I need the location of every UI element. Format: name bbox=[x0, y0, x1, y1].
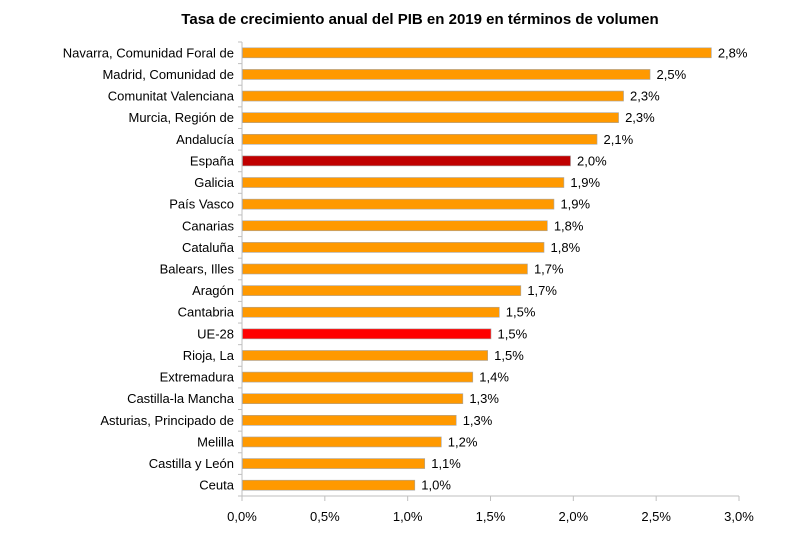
bar bbox=[242, 436, 442, 448]
data-label: 1,9% bbox=[570, 175, 600, 190]
bar bbox=[242, 458, 426, 469]
category-label: Canarias bbox=[182, 218, 235, 233]
category-label: Balears, Illes bbox=[160, 262, 235, 277]
bar bbox=[242, 90, 624, 102]
data-label: 1,3% bbox=[469, 391, 499, 406]
category-label: País Vasco bbox=[169, 197, 234, 212]
x-tick-label: 1,5% bbox=[476, 509, 506, 524]
category-label: Galicia bbox=[194, 175, 235, 190]
category-label: Castilla y León bbox=[149, 456, 234, 471]
data-label: 2,3% bbox=[630, 89, 660, 104]
data-label: 1,7% bbox=[527, 283, 557, 298]
bar bbox=[242, 47, 712, 59]
bar bbox=[242, 306, 500, 318]
data-label: 2,8% bbox=[718, 45, 748, 60]
category-label: Aragón bbox=[192, 283, 234, 298]
x-tick-label: 1,0% bbox=[393, 509, 423, 524]
bar bbox=[242, 285, 522, 296]
category-label: Murcia, Región de bbox=[129, 110, 235, 125]
x-tick-label: 0,0% bbox=[227, 509, 257, 524]
data-label: 1,3% bbox=[463, 413, 493, 428]
data-label: 2,0% bbox=[577, 153, 607, 168]
category-label: Comunitat Valenciana bbox=[108, 89, 235, 104]
data-label: 1,5% bbox=[506, 305, 536, 320]
bar bbox=[242, 479, 416, 491]
bar bbox=[242, 328, 492, 340]
x-tick-label: 2,0% bbox=[559, 509, 589, 524]
x-tick-label: 3,0% bbox=[724, 509, 754, 524]
x-tick-label: 2,5% bbox=[641, 509, 671, 524]
bar bbox=[242, 371, 474, 383]
data-label: 1,2% bbox=[448, 434, 478, 449]
bar bbox=[242, 242, 545, 253]
bar bbox=[242, 112, 619, 123]
bar bbox=[242, 69, 651, 80]
category-label: Andalucía bbox=[176, 132, 235, 147]
bar bbox=[242, 350, 488, 361]
category-label: Navarra, Comunidad Foral de bbox=[63, 45, 234, 60]
data-label: 1,5% bbox=[498, 326, 528, 341]
data-label: 1,8% bbox=[551, 240, 581, 255]
category-label: España bbox=[190, 153, 235, 168]
category-label: Asturias, Principado de bbox=[100, 413, 234, 428]
data-label: 1,8% bbox=[554, 218, 584, 233]
data-label: 1,4% bbox=[479, 370, 509, 385]
data-label: 1,5% bbox=[494, 348, 524, 363]
data-label: 1,0% bbox=[421, 478, 451, 493]
bar bbox=[242, 177, 565, 188]
category-label: Melilla bbox=[197, 434, 235, 449]
bar bbox=[242, 198, 555, 210]
bar bbox=[242, 155, 571, 167]
data-label: 1,1% bbox=[431, 456, 461, 471]
bar bbox=[242, 263, 528, 275]
category-label: Rioja, La bbox=[183, 348, 235, 363]
data-label: 2,3% bbox=[625, 110, 655, 125]
data-label: 2,1% bbox=[604, 132, 634, 147]
bar bbox=[242, 415, 457, 426]
category-label: Cataluña bbox=[182, 240, 235, 255]
category-label: Madrid, Comunidad de bbox=[102, 67, 234, 82]
chart-title: Tasa de crecimiento anual del PIB en 201… bbox=[181, 11, 658, 28]
x-tick-label: 0,5% bbox=[310, 509, 340, 524]
data-label: 1,7% bbox=[534, 262, 564, 277]
category-label: Cantabria bbox=[178, 305, 235, 320]
category-label: UE-28 bbox=[197, 326, 234, 341]
data-label: 1,9% bbox=[560, 197, 590, 212]
bar bbox=[242, 393, 464, 405]
data-label: 2,5% bbox=[657, 67, 687, 82]
category-label: Castilla-la Mancha bbox=[127, 391, 235, 406]
category-label: Extremadura bbox=[160, 370, 235, 385]
bar bbox=[242, 133, 598, 145]
category-label: Ceuta bbox=[199, 478, 234, 493]
bar bbox=[242, 220, 548, 232]
plot-area: 0,0% 0,5% 1,0% 1,5% 2,0% 2,5% 3,0% Navarra, Com… bbox=[63, 41, 754, 524]
